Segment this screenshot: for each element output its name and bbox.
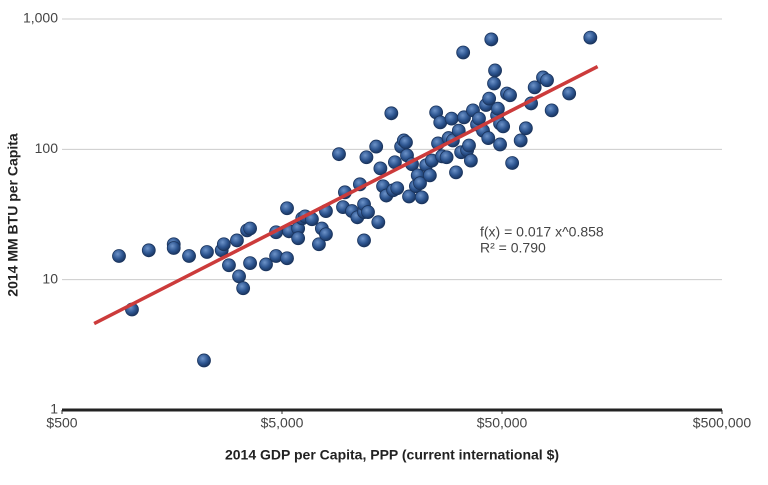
data-point bbox=[491, 101, 505, 116]
data-point bbox=[373, 161, 388, 176]
data-point bbox=[493, 137, 507, 152]
x-axis-label: 2014 GDP per Capita, PPP (current intern… bbox=[225, 447, 559, 463]
data-point bbox=[236, 281, 251, 296]
data-point bbox=[488, 63, 502, 78]
annotation: R² = 0.790 bbox=[480, 240, 546, 256]
data-point bbox=[484, 32, 499, 47]
data-point bbox=[312, 237, 326, 252]
annotation: f(x) = 0.017 x^0.858 bbox=[480, 224, 604, 240]
data-point bbox=[384, 106, 399, 121]
data-point bbox=[243, 256, 257, 271]
data-point bbox=[527, 80, 542, 95]
data-point bbox=[200, 245, 214, 259]
x-tick-label: $500,000 bbox=[693, 415, 752, 431]
data-point bbox=[243, 221, 257, 236]
data-point bbox=[216, 237, 231, 252]
data-point bbox=[413, 176, 427, 191]
data-point bbox=[112, 249, 126, 263]
data-point bbox=[371, 215, 386, 230]
data-point bbox=[361, 205, 375, 219]
data-point bbox=[230, 233, 244, 248]
data-point bbox=[141, 243, 156, 258]
data-point bbox=[259, 257, 273, 272]
y-tick-label: 10 bbox=[42, 270, 58, 286]
data-point bbox=[222, 258, 236, 273]
data-point bbox=[456, 45, 471, 60]
grid bbox=[61, 18, 723, 414]
data-point bbox=[462, 138, 476, 153]
data-point bbox=[182, 249, 196, 263]
data-point bbox=[280, 251, 294, 266]
y-tick-label: 100 bbox=[35, 140, 59, 156]
data-point bbox=[503, 88, 517, 103]
data-point bbox=[481, 131, 496, 145]
data-point bbox=[332, 147, 346, 162]
x-tick-label: $50,000 bbox=[477, 415, 528, 431]
y-axis-label: 2014 MM BTU per Capita bbox=[5, 133, 21, 297]
data-point bbox=[487, 76, 501, 91]
data-point bbox=[357, 233, 371, 248]
data-point bbox=[449, 165, 463, 180]
data-point bbox=[463, 153, 478, 168]
data-point bbox=[562, 86, 577, 101]
data-point bbox=[496, 119, 511, 134]
data-point bbox=[291, 231, 306, 246]
data-point bbox=[369, 139, 384, 154]
x-tick-label: $5,000 bbox=[261, 415, 304, 431]
data-point bbox=[280, 201, 294, 216]
data-point bbox=[359, 150, 374, 165]
x-tick-label: $500 bbox=[46, 415, 77, 431]
data-point bbox=[414, 190, 429, 205]
data-point bbox=[540, 73, 554, 88]
data-point bbox=[513, 133, 528, 148]
data-point bbox=[319, 227, 333, 242]
y-tick-label: 1,000 bbox=[23, 10, 58, 26]
trend-line bbox=[93, 64, 599, 326]
data-point bbox=[544, 103, 559, 118]
data-point bbox=[422, 168, 437, 183]
data-point bbox=[439, 150, 454, 165]
data-point bbox=[583, 30, 598, 45]
data-point bbox=[232, 269, 246, 284]
data-point bbox=[197, 353, 211, 368]
marks bbox=[93, 30, 599, 368]
data-point bbox=[505, 156, 520, 170]
data-point bbox=[399, 135, 413, 150]
y-tick-label: 1 bbox=[50, 401, 58, 417]
data-point bbox=[482, 91, 497, 106]
data-point bbox=[166, 241, 181, 255]
data-point bbox=[444, 111, 459, 126]
data-point bbox=[518, 121, 533, 136]
data-point bbox=[390, 181, 405, 196]
